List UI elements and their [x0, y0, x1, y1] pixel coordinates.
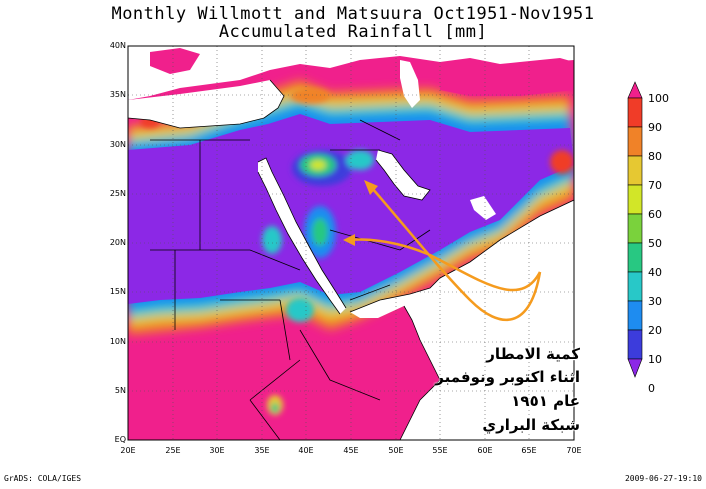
annotation-line: شبكة البراري [482, 416, 580, 434]
lat-label: 20N [109, 238, 126, 247]
annotation-line: اثناء اكتوبر ونوفمبر [435, 368, 580, 386]
annotation-line: عام ١٩٥١ [511, 392, 580, 410]
lon-label: 70E [566, 446, 582, 455]
plot-frame [127, 45, 575, 441]
colorbar-swatch [627, 184, 643, 215]
map-subtitle: Accumulated Rainfall [mm] [218, 22, 488, 42]
annotation-line: كمية الامطار [486, 345, 580, 363]
colorbar-swatch [627, 155, 643, 186]
lat-label: 10N [109, 337, 126, 346]
footer-credit: GrADS: COLA/IGES [4, 474, 82, 483]
lon-label: 35E [254, 446, 270, 455]
colorbar-top-arrow [627, 81, 643, 99]
colorbar-label: 90 [648, 121, 662, 134]
lon-label: 50E [388, 446, 404, 455]
lat-label: 15N [109, 287, 126, 296]
lat-label: 35N [109, 90, 126, 99]
colorbar-swatch [627, 126, 643, 157]
lon-label: 65E [521, 446, 537, 455]
colorbar-label: 80 [648, 150, 662, 163]
colorbar-label: 60 [648, 208, 662, 221]
lon-label: 60E [477, 446, 493, 455]
colorbar [627, 81, 643, 378]
annotation-arrows [347, 187, 542, 322]
lat-label: 30N [109, 140, 126, 149]
colorbar-label: 10 [648, 353, 662, 366]
lat-label: 5N [114, 386, 126, 395]
lon-label: 30E [209, 446, 225, 455]
colorbar-swatch [627, 242, 643, 273]
colorbar-swatch [627, 271, 643, 302]
footer-timestamp: 2009-06-27-19:10 [624, 474, 702, 483]
lon-label: 45E [343, 446, 359, 455]
colorbar-label: 50 [648, 237, 662, 250]
colorbar-swatch [627, 329, 643, 360]
lat-label: EQ [114, 435, 126, 444]
colorbar-label: 30 [648, 295, 662, 308]
colorbar-label: 40 [648, 266, 662, 279]
colorbar-swatch [627, 213, 643, 244]
colorbar-bottom-arrow [627, 358, 643, 378]
colorbar-label: 100 [648, 92, 669, 105]
arrow-heads [343, 180, 378, 246]
lat-label: 40N [109, 41, 126, 50]
colorbar-label: 0 [648, 382, 655, 395]
lat-label: 25N [109, 189, 126, 198]
colorbar-swatch [627, 97, 643, 128]
colorbar-swatch [627, 300, 643, 331]
colorbar-label: 20 [648, 324, 662, 337]
lon-label: 25E [165, 446, 181, 455]
lon-label: 20E [120, 446, 136, 455]
grid-lines [128, 46, 574, 440]
lon-label: 55E [432, 446, 448, 455]
map-title: Monthly Willmott and Matsuura Oct1951-No… [111, 4, 595, 24]
colorbar-label: 70 [648, 179, 662, 192]
lon-label: 40E [298, 446, 314, 455]
